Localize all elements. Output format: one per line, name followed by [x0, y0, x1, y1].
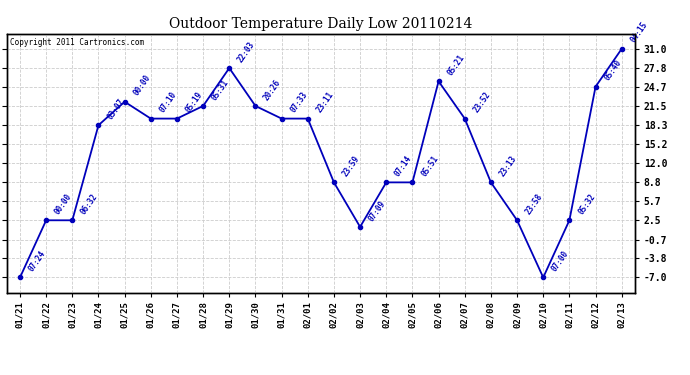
- Text: 22:03: 22:03: [236, 40, 257, 64]
- Text: 05:51: 05:51: [420, 154, 440, 178]
- Text: Copyright 2011 Cartronics.com: Copyright 2011 Cartronics.com: [10, 38, 144, 46]
- Text: 07:10: 07:10: [158, 90, 179, 114]
- Text: 05:31: 05:31: [210, 78, 230, 102]
- Text: 05:21: 05:21: [446, 53, 466, 77]
- Text: 07:00: 07:00: [550, 249, 571, 273]
- Text: 05:32: 05:32: [576, 192, 597, 216]
- Text: 03:07: 03:07: [106, 97, 126, 121]
- Text: 00:00: 00:00: [132, 74, 152, 98]
- Text: 07:14: 07:14: [393, 154, 414, 178]
- Text: 20:26: 20:26: [262, 78, 283, 102]
- Text: 06:32: 06:32: [79, 192, 100, 216]
- Text: 23:58: 23:58: [524, 192, 544, 216]
- Text: 07:24: 07:24: [27, 249, 48, 273]
- Text: 23:11: 23:11: [315, 90, 335, 114]
- Text: 00:00: 00:00: [53, 192, 74, 216]
- Text: 05:19: 05:19: [184, 90, 204, 114]
- Text: 23:52: 23:52: [472, 90, 493, 114]
- Text: 07:33: 07:33: [288, 90, 309, 114]
- Text: 07:09: 07:09: [367, 199, 388, 223]
- Text: 05:40: 05:40: [602, 58, 623, 82]
- Title: Outdoor Temperature Daily Low 20110214: Outdoor Temperature Daily Low 20110214: [169, 17, 473, 31]
- Text: 23:59: 23:59: [341, 154, 362, 178]
- Text: 04:15: 04:15: [629, 21, 649, 45]
- Text: 23:13: 23:13: [498, 154, 518, 178]
